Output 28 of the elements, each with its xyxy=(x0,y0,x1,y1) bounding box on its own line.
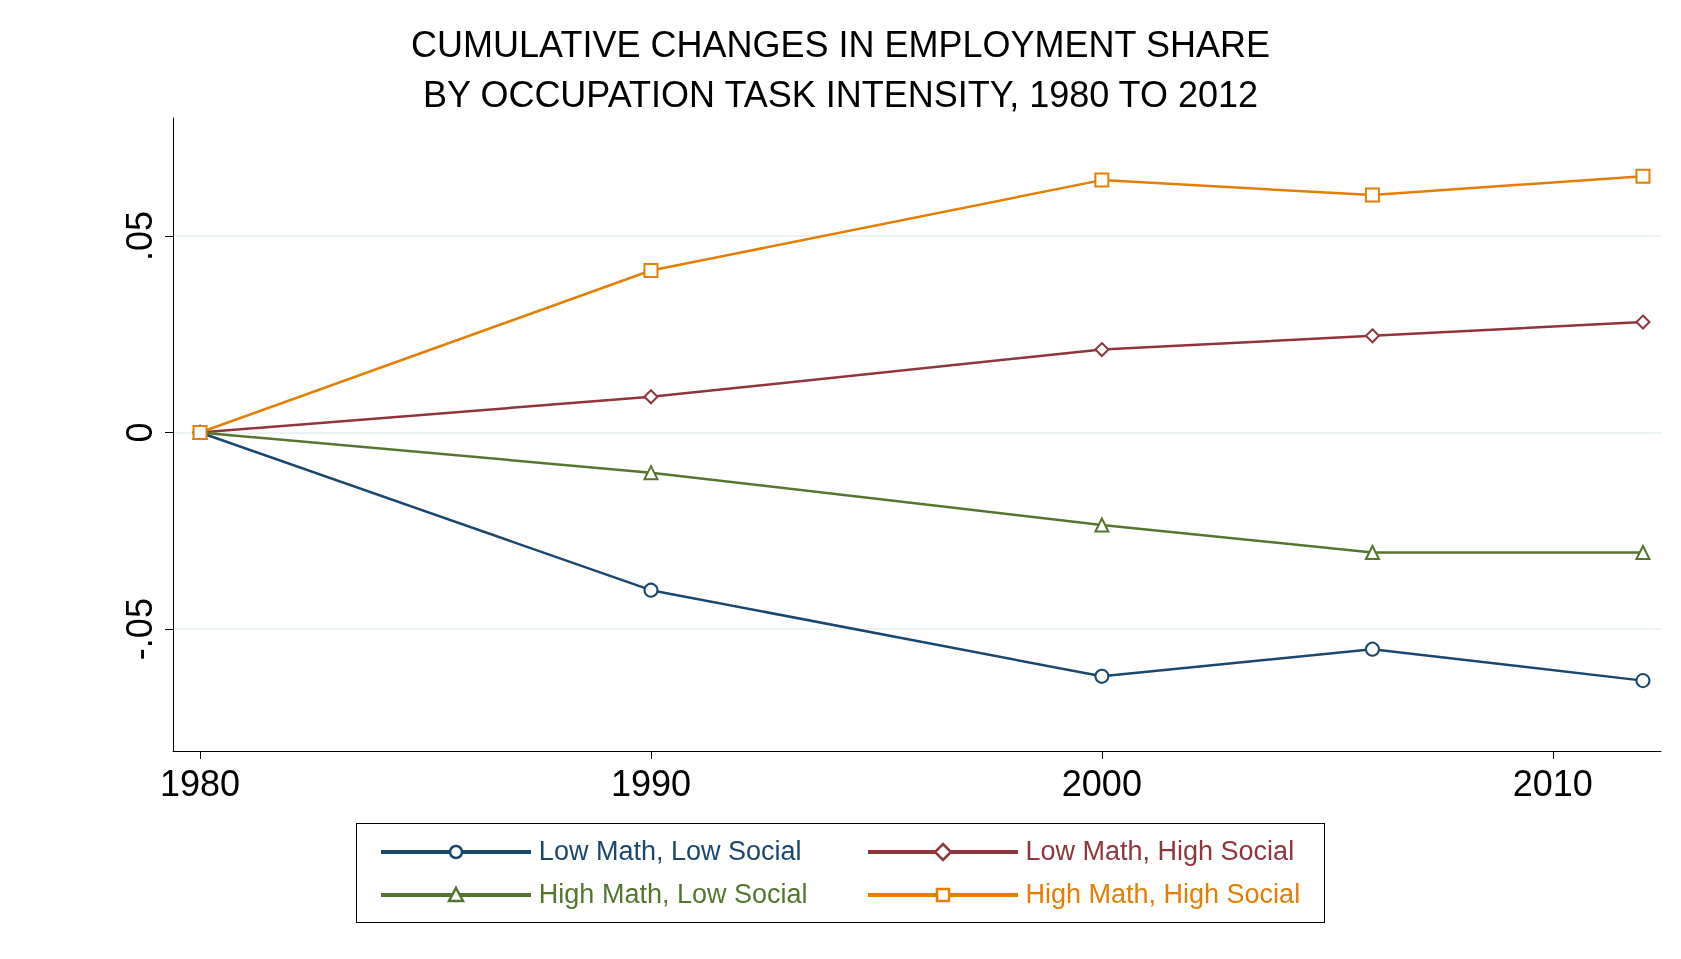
point xyxy=(1364,187,1380,203)
point xyxy=(1635,673,1651,689)
text: Low Math, Low Social xyxy=(538,836,802,867)
point xyxy=(1635,314,1651,330)
text: High Math, High Social xyxy=(1025,879,1301,910)
y-tick-label: 0 xyxy=(118,422,160,443)
y-tick-label: -.05 xyxy=(118,598,160,661)
text: High Math, Low Social xyxy=(538,879,808,910)
point xyxy=(1094,668,1110,684)
point xyxy=(1094,517,1110,533)
point xyxy=(1364,328,1380,344)
point xyxy=(1364,641,1380,657)
point xyxy=(643,582,659,598)
text: Low Math, High Social xyxy=(1025,836,1295,867)
point xyxy=(643,263,659,279)
point xyxy=(1364,544,1380,560)
point xyxy=(643,389,659,405)
point xyxy=(1635,168,1651,184)
y-tick-label: .05 xyxy=(118,210,160,261)
x-tick-label: 2010 xyxy=(1512,762,1593,804)
x-tick-label: 1990 xyxy=(610,762,692,804)
x-tick-label: 2000 xyxy=(1061,762,1142,804)
chart-title: CUMULATIVE CHANGES IN EMPLOYMENT SHARE BY OCCUPATION TASK INTENSITY, 1980 TO 2012 xyxy=(411,23,1270,115)
point xyxy=(643,465,659,481)
point xyxy=(1094,342,1110,358)
x-tick-label: 1980 xyxy=(160,762,241,804)
point xyxy=(1635,544,1651,560)
point xyxy=(1094,172,1110,188)
